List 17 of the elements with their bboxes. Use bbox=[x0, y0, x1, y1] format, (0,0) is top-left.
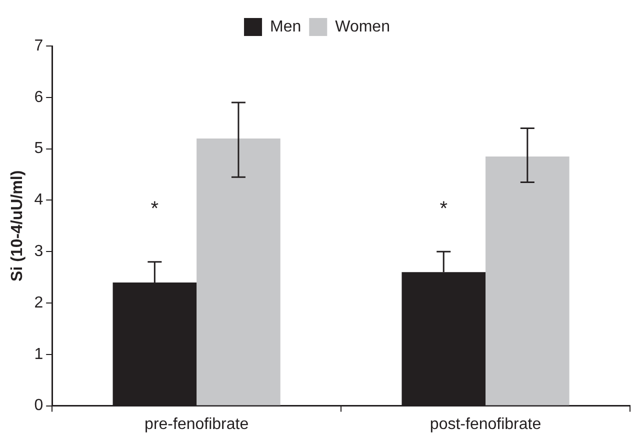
y-tick-label: 7 bbox=[34, 37, 44, 54]
y-tick-label: 0 bbox=[34, 397, 44, 414]
x-tick-label: post-fenofibrate bbox=[430, 416, 542, 433]
legend-label: Women bbox=[335, 18, 390, 36]
y-tick-label: 4 bbox=[34, 192, 44, 209]
y-tick-label: 2 bbox=[34, 294, 44, 312]
bar bbox=[196, 138, 280, 406]
y-tick-label: 5 bbox=[34, 140, 44, 158]
annotation: * bbox=[440, 198, 448, 220]
x-tick-label: pre-fenofibrate bbox=[144, 416, 249, 433]
y-tick-label: 3 bbox=[34, 243, 44, 260]
y-tick-label: 6 bbox=[34, 88, 44, 106]
y-tick-label: 1 bbox=[34, 346, 44, 363]
bar bbox=[486, 156, 570, 406]
y-axis-title: Si (10-4/uU/ml) bbox=[9, 170, 26, 282]
legend-label: Men bbox=[270, 18, 302, 36]
annotation: * bbox=[150, 198, 159, 220]
